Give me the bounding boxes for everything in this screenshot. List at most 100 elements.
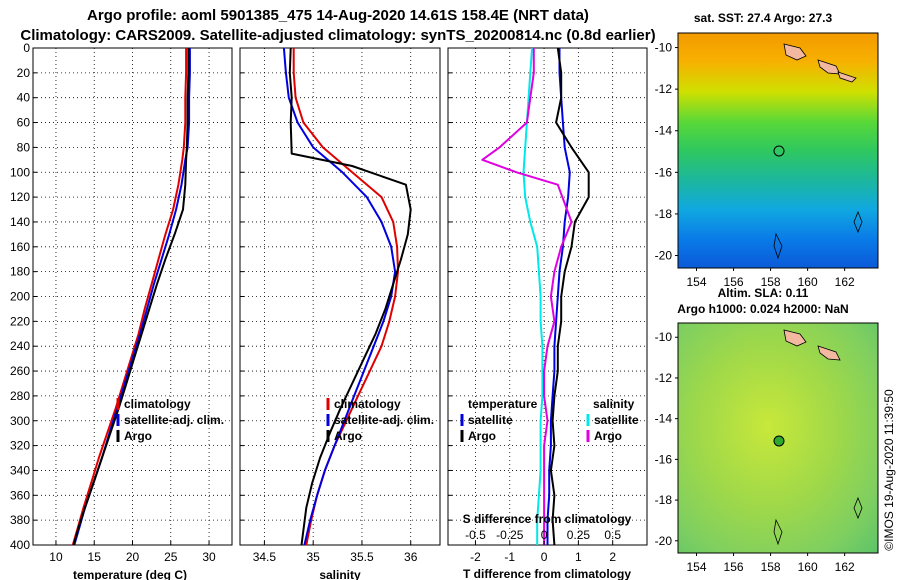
island-icon (817, 345, 841, 361)
sla-map-title: Altim. SLA: 0.11 (718, 286, 809, 300)
salinity-xlabel: salinity (319, 568, 361, 580)
tick-label-x: -2 (470, 550, 481, 564)
island-icon (837, 71, 857, 83)
salinity-ticks: 34.5 35 35.5 36 (240, 47, 418, 564)
figure-title-line2: Climatology: CARS2009. Satellite-adjuste… (20, 27, 655, 44)
island-icon (783, 43, 807, 61)
legend-label-climatology: climatology (334, 397, 401, 411)
tick-label-salinity-diff: -0.5 (465, 528, 486, 542)
legend-label-argo: Argo (334, 429, 362, 443)
temperature-xlabel: temperature (deg C) (73, 568, 187, 580)
series-line-salinity-satellite (522, 47, 544, 545)
map-tick-label-lat: -18 (655, 207, 673, 221)
temperature-grid (33, 48, 232, 545)
salinity-legend: climatology satellite-adj. clim. Argo (326, 397, 434, 443)
tick-label-x: 0 (541, 550, 548, 564)
tick-label-x: 25 (164, 550, 178, 564)
tick-label-x: -1 (504, 550, 515, 564)
tick-label-x: 34.5 (253, 550, 277, 564)
legend-label-temperature-argo: Argo (468, 429, 496, 443)
temperature-panel: 0 20 40 60 80 100 120 140 160 180 200 220 240 260 280 3… (10, 41, 233, 580)
difference-series (481, 47, 590, 546)
tick-label-x: 30 (202, 550, 216, 564)
sla-map-ticks: -10 -12 -14 -16 -18 -20 154 156 158 160 162 (655, 330, 855, 574)
difference-xlabel2: S difference from climatology (463, 512, 632, 526)
tick-label-depth: 140 (10, 215, 30, 229)
map-tick-label-lat: -16 (655, 452, 673, 466)
map-tick-label-lat: -14 (655, 412, 673, 426)
tick-label-salinity-diff: 0.5 (604, 528, 621, 542)
island-icon (817, 59, 841, 75)
tick-label-depth: 100 (10, 165, 30, 179)
difference-xlabel: T difference from climatology (463, 567, 631, 580)
tick-label-depth: 400 (10, 538, 30, 552)
map-tick-label-lon: 160 (798, 560, 818, 574)
series-line-argo (288, 47, 412, 546)
map-tick-label-lat: -12 (655, 82, 673, 96)
legend-label-salinity-satellite: satellite (594, 413, 639, 427)
difference-panel: -2 -1 0 1 2 T difference from climatology S … (447, 47, 648, 580)
tick-label-depth: 0 (23, 41, 30, 55)
difference-plot-frame (447, 47, 648, 546)
reef-outline-icon (773, 518, 783, 546)
tick-label-x: 1 (575, 550, 582, 564)
tick-label-depth: 200 (10, 290, 30, 304)
tick-label-depth: 220 (10, 314, 30, 328)
tick-label-depth: 120 (10, 190, 30, 204)
series-line-temperature-satellite (546, 48, 571, 545)
salinity-series (282, 47, 412, 546)
argo-float-marker (773, 145, 785, 157)
temperature-ticks: 0 20 40 60 80 100 120 140 160 180 200 220 240 260 280 3… (10, 41, 216, 564)
series-line-temperature-argo (549, 47, 590, 546)
tick-label-depth: 360 (10, 488, 30, 502)
tick-label-depth: 180 (10, 265, 30, 279)
tick-label-salinity-diff: 0.25 (567, 528, 591, 542)
legend-label-satellite: satellite-adj. clim. (334, 413, 434, 427)
tick-label-x: 35 (306, 550, 320, 564)
series-line-argo (72, 48, 190, 546)
sla-map-panel: Altim. SLA: 0.11 Argo h1000: 0.024 h2000… (655, 286, 879, 574)
legend-label-climatology: climatology (124, 397, 191, 411)
map-tick-label-lat: -18 (655, 493, 673, 507)
tick-label-depth: 320 (10, 439, 30, 453)
difference-ticks: -2 -1 0 1 2 (448, 47, 616, 564)
difference-legend: temperature satellite Argo salinity sate… (460, 397, 639, 443)
tick-label-x: 2 (609, 550, 616, 564)
tick-label-depth: 40 (17, 91, 31, 105)
map-tick-label-lat: -12 (655, 371, 673, 385)
imos-credit: ©IMOS 19-Aug-2020 11:39:50 (882, 389, 896, 551)
legend-label-satellite: satellite-adj. clim. (124, 413, 224, 427)
tick-label-x: 15 (88, 550, 102, 564)
sst-map-title: sat. SST: 27.4 Argo: 27.3 (694, 11, 833, 25)
series-line-satellite-adj-clim- (282, 47, 397, 546)
tick-label-depth: 280 (10, 389, 30, 403)
map-tick-label-lat: -16 (655, 165, 673, 179)
temperature-legend: climatology satellite-adj. clim. Argo (116, 397, 224, 443)
tick-label-x: 35.5 (350, 550, 374, 564)
tick-label-depth: 160 (10, 240, 30, 254)
tick-label-depth: 240 (10, 339, 30, 353)
tick-label-depth: 60 (17, 116, 31, 130)
sst-heatmap (677, 32, 879, 269)
map-tick-label-lon: 156 (724, 560, 744, 574)
tick-label-x: 20 (126, 550, 140, 564)
map-tick-label-lon: 162 (835, 275, 855, 289)
map-tick-label-lon: 154 (687, 275, 707, 289)
difference-secondary-ticks: -0.5 -0.25 0 0.25 0.5 (465, 528, 621, 542)
tick-label-depth: 380 (10, 513, 30, 527)
tick-label-depth: 20 (17, 66, 31, 80)
map-tick-label-lon: 160 (798, 275, 818, 289)
reef-outline-icon (853, 496, 863, 520)
salinity-panel: 34.5 35 35.5 36 salinity climatology satell… (239, 47, 441, 580)
map-tick-label-lon: 158 (761, 275, 781, 289)
difference-grid (448, 48, 647, 545)
map-tick-label-lon: 162 (835, 560, 855, 574)
legend-title-salinity: salinity (593, 397, 635, 411)
figure-title-line1: Argo profile: aoml 5901385_475 14-Aug-20… (87, 7, 589, 24)
reef-outline-icon (773, 232, 783, 260)
tick-label-depth: 340 (10, 463, 30, 477)
tick-label-salinity-diff: 0 (541, 528, 548, 542)
sst-map-ticks: -10 -12 -14 -16 -18 -20 154 156 158 160 162 (655, 41, 855, 289)
temperature-series (71, 48, 191, 546)
